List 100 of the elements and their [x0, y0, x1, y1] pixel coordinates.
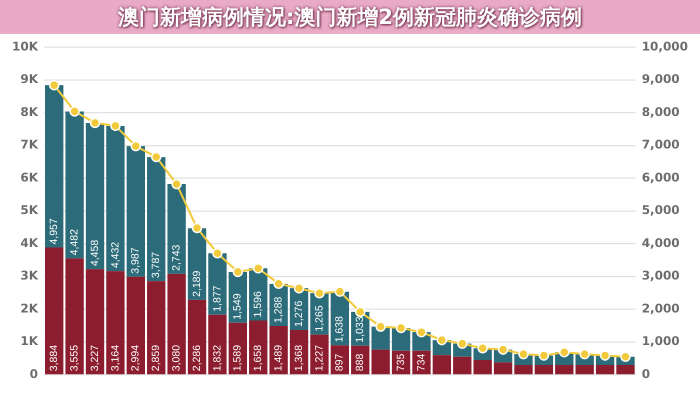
y2-tick-label: 7,000 [642, 138, 680, 152]
point [294, 283, 304, 294]
point [130, 140, 142, 152]
point [252, 263, 264, 274]
y-tick-label: 2K [20, 301, 39, 316]
bar [269, 326, 288, 374]
y2-tick-label: 9,000 [642, 72, 680, 86]
bar [534, 364, 554, 374]
bar [473, 360, 492, 374]
data-label: 1,877 [211, 285, 224, 312]
y-tick-label: 8K [20, 104, 39, 119]
data-label: 1,658 [252, 344, 264, 372]
point [110, 120, 121, 132]
y-tick-label: 7K [20, 138, 39, 152]
data-label: 4,957 [48, 218, 60, 245]
data-label: 4,432 [109, 242, 122, 268]
y-tick-label: 10K [12, 39, 39, 54]
data-label: 1,596 [252, 291, 264, 318]
point [355, 306, 366, 318]
y-tick-label: 4K [20, 236, 39, 250]
point [171, 178, 182, 190]
data-label: 1,832 [211, 344, 224, 372]
bar [555, 364, 574, 374]
point [334, 286, 346, 297]
bar [45, 85, 64, 248]
point [600, 350, 610, 361]
data-label: 734 [415, 354, 428, 372]
data-label: 888 [354, 354, 366, 372]
bar [106, 271, 125, 374]
data-label: 3,164 [109, 344, 122, 372]
bar [147, 281, 166, 374]
data-label: 1,489 [272, 344, 285, 372]
bar [453, 356, 472, 374]
bar [432, 355, 452, 374]
bar [576, 364, 594, 374]
data-label: 3,555 [68, 344, 80, 372]
data-label: 4,482 [68, 228, 80, 256]
data-label: 1,549 [232, 293, 244, 320]
data-label: 3,987 [130, 247, 142, 274]
y-tick-label: 1K [20, 334, 39, 348]
data-label: 1,368 [292, 344, 305, 372]
bar [167, 184, 186, 274]
point [620, 352, 631, 362]
point [150, 152, 162, 162]
bar [126, 146, 145, 277]
data-label: 1,265 [313, 305, 326, 332]
point [192, 222, 202, 234]
bar [65, 112, 84, 258]
y-tick-label: 5K [20, 203, 39, 218]
point [212, 248, 223, 259]
bar [65, 258, 84, 374]
bar [86, 123, 104, 270]
y-tick-label: 3K [20, 268, 39, 283]
point [579, 348, 590, 360]
point [457, 338, 468, 349]
bar [188, 300, 206, 374]
data-label: 4,458 [88, 240, 101, 266]
bar [596, 364, 614, 374]
y2-tick-label: 8,000 [642, 104, 680, 119]
data-label: 3,227 [88, 344, 101, 372]
data-label: 1,589 [232, 344, 244, 372]
data-label: 2,189 [190, 270, 203, 297]
point [538, 350, 550, 361]
y2-tick-label: 3,000 [642, 268, 680, 283]
y2-tick-label: 1,000 [642, 334, 680, 348]
data-label: 1,288 [272, 296, 285, 324]
bar [45, 248, 64, 374]
data-label: 2,994 [130, 344, 142, 372]
data-label: 1,227 [313, 344, 326, 372]
bar [616, 364, 635, 374]
y2-tick-label: 0 [642, 366, 650, 381]
bar [167, 274, 186, 374]
point [48, 80, 60, 90]
data-label: 2,743 [170, 244, 183, 271]
y2-tick-label: 6,000 [642, 170, 680, 184]
bar [106, 126, 125, 272]
data-label: 2,286 [190, 344, 203, 372]
data-label: 897 [334, 354, 346, 372]
bar [228, 322, 248, 374]
y2-tick-label: 10,000 [642, 39, 688, 54]
bar [208, 314, 227, 374]
y-tick-label: 0 [30, 366, 38, 381]
point [396, 322, 406, 334]
data-label: 3,787 [150, 252, 162, 278]
bar [249, 320, 268, 374]
point [273, 278, 284, 289]
y2-tick-label: 2,000 [642, 301, 680, 316]
point [436, 334, 448, 346]
y-tick-label: 9K [20, 72, 39, 86]
point [518, 348, 529, 360]
y-tick-label: 6K [20, 170, 39, 184]
data-label: 735 [394, 354, 407, 372]
bar [147, 157, 166, 282]
point [232, 266, 244, 278]
data-label: 1,276 [292, 300, 305, 327]
bar [126, 276, 145, 374]
point [69, 106, 80, 117]
data-label: 2,859 [150, 344, 162, 372]
y2-tick-label: 4,000 [642, 236, 680, 250]
data-label: 1,638 [334, 316, 346, 342]
